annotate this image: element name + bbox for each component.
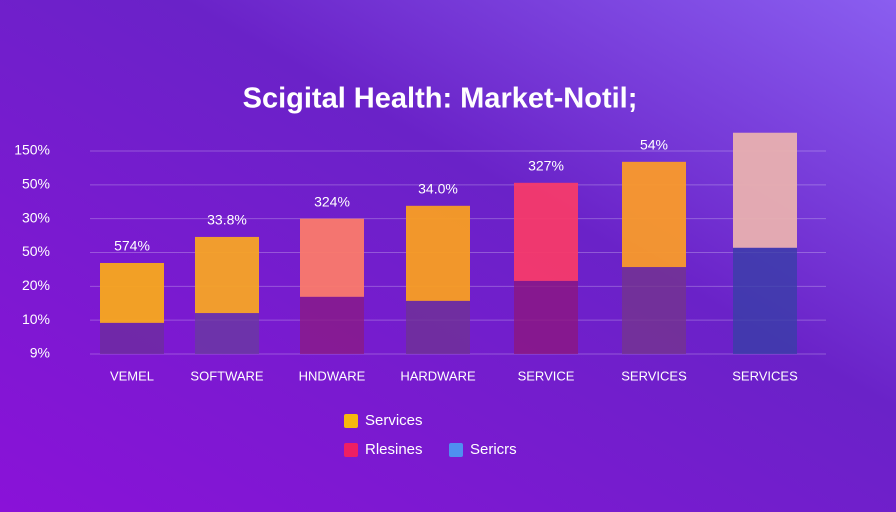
x-tick-label: VEMEL — [110, 368, 154, 383]
bar-segment — [622, 267, 686, 354]
x-tick-label: SOFTWARE — [190, 368, 264, 383]
chart-title: Scigital Health: Market-Notil; — [243, 83, 638, 115]
y-tick-label: 10% — [22, 311, 50, 327]
x-tick-label: HNDWARE — [299, 368, 366, 383]
data-label: 327% — [528, 158, 564, 174]
y-tick-label: 50% — [22, 243, 50, 259]
data-label: 33.8% — [207, 212, 247, 228]
legend-label: Services — [365, 412, 423, 429]
y-tick-label: 150% — [14, 142, 50, 158]
bar-segment — [406, 300, 470, 354]
legend-swatch — [344, 443, 358, 457]
y-tick-label: 50% — [22, 176, 50, 192]
bar-segment — [300, 296, 364, 354]
bar-segment — [514, 280, 578, 354]
data-label: 324% — [314, 193, 350, 209]
y-tick-label: 30% — [22, 209, 50, 225]
bar-segment — [733, 247, 797, 354]
x-tick-label: SERVICE — [518, 368, 575, 383]
bar-segment — [622, 161, 686, 268]
y-tick-label: 9% — [30, 345, 50, 361]
data-label: 54% — [640, 137, 668, 153]
bar-segment — [100, 262, 164, 323]
legend-swatch — [449, 443, 463, 457]
legend-swatch — [344, 414, 358, 428]
bar-segment — [406, 205, 470, 301]
data-label: 34.0% — [418, 181, 458, 197]
x-tick-label: SERVICES — [732, 368, 798, 383]
bar-segment — [195, 313, 259, 354]
legend-label: Sericrs — [470, 441, 517, 458]
bar-segment — [195, 236, 259, 314]
x-tick-label: SERVICES — [621, 368, 687, 383]
data-label: 574% — [114, 238, 150, 254]
y-tick-label: 20% — [22, 277, 50, 293]
bar-segment — [300, 218, 364, 297]
bar-segment — [100, 322, 164, 354]
bar-segment — [733, 132, 797, 248]
x-tick-label: HARDWARE — [400, 368, 476, 383]
bar-segment — [514, 182, 578, 281]
legend-label: Rlesines — [365, 441, 423, 458]
